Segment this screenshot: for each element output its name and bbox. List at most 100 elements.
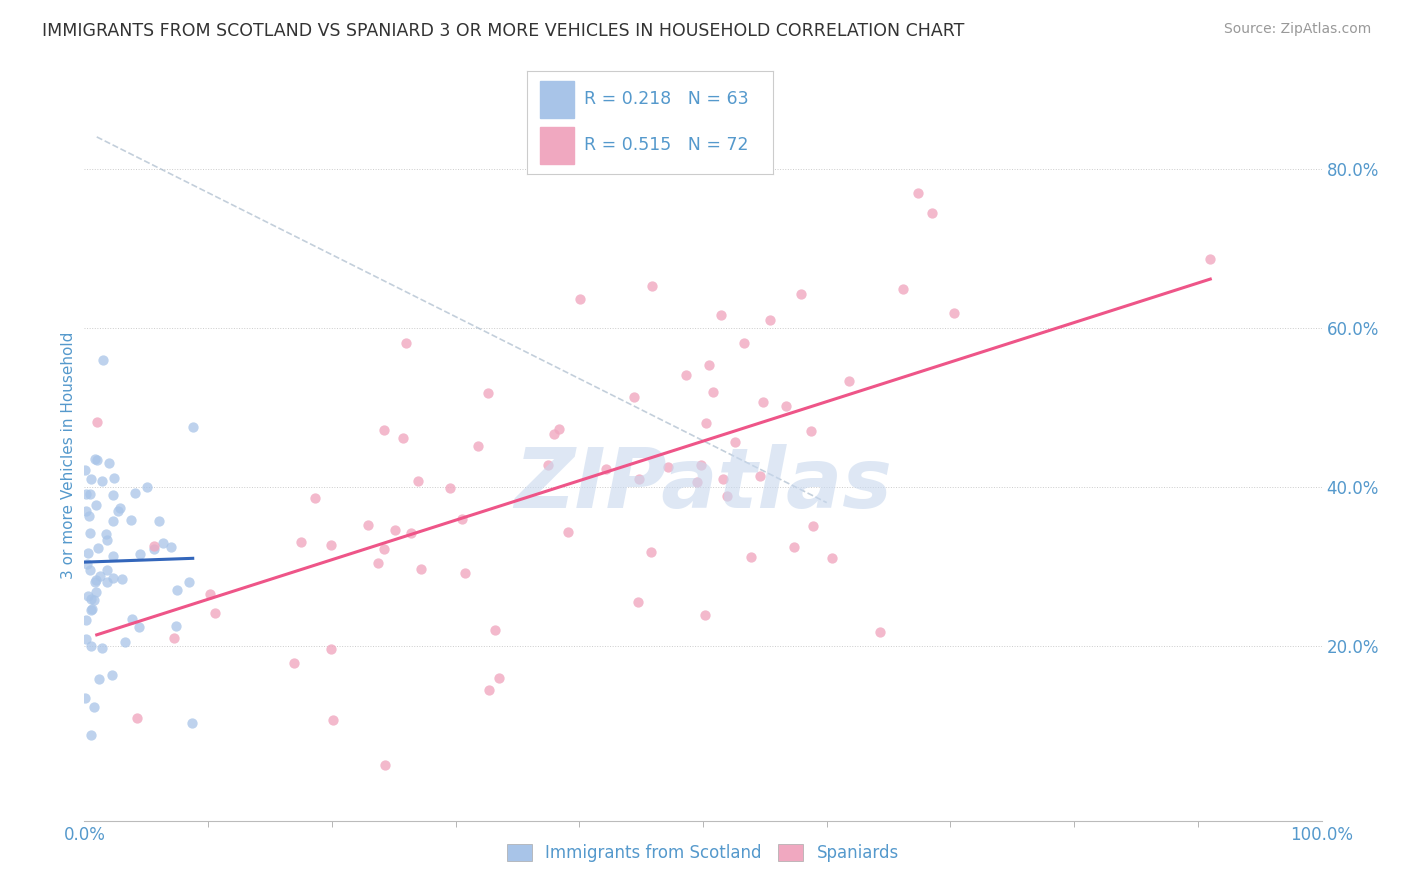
Point xyxy=(943,306,966,320)
Point xyxy=(775,400,797,414)
Point xyxy=(640,544,662,558)
Point xyxy=(111,572,134,586)
Point xyxy=(128,548,150,562)
Point xyxy=(75,632,97,647)
Point xyxy=(401,526,423,541)
Point xyxy=(723,434,745,449)
Point xyxy=(84,585,107,599)
Point xyxy=(204,606,226,620)
Point xyxy=(716,489,738,503)
Point xyxy=(198,587,221,601)
Point xyxy=(623,390,645,404)
Point xyxy=(921,205,943,219)
Point xyxy=(740,550,762,565)
Point xyxy=(114,635,136,649)
Legend: Immigrants from Scotland, Spaniards: Immigrants from Scotland, Spaniards xyxy=(502,839,904,867)
Point xyxy=(160,540,183,554)
Point xyxy=(75,463,97,477)
Point xyxy=(395,336,418,351)
Point xyxy=(89,568,111,582)
Point xyxy=(135,480,157,494)
Point xyxy=(290,535,312,549)
Point xyxy=(84,573,107,587)
Point xyxy=(177,575,200,590)
Point xyxy=(710,308,733,322)
Point xyxy=(124,485,146,500)
Text: IMMIGRANTS FROM SCOTLAND VS SPANIARD 3 OR MORE VEHICLES IN HOUSEHOLD CORRELATION: IMMIGRANTS FROM SCOTLAND VS SPANIARD 3 O… xyxy=(42,22,965,40)
Point xyxy=(77,546,100,560)
Point xyxy=(143,539,166,553)
Point xyxy=(79,472,101,486)
Point xyxy=(477,386,499,401)
Point xyxy=(702,384,724,399)
Point xyxy=(1199,252,1222,266)
Point xyxy=(75,504,97,518)
Text: R = 0.218   N = 63: R = 0.218 N = 63 xyxy=(583,90,748,108)
Point xyxy=(94,527,117,541)
Y-axis label: 3 or more Vehicles in Household: 3 or more Vehicles in Household xyxy=(60,331,76,579)
Point xyxy=(304,491,326,505)
Point xyxy=(283,656,305,670)
Point xyxy=(87,541,110,556)
Point xyxy=(76,558,98,572)
Point xyxy=(373,542,395,557)
Point xyxy=(97,456,120,470)
Bar xyxy=(540,127,574,163)
Point xyxy=(148,514,170,528)
Point xyxy=(641,278,664,293)
Point xyxy=(73,690,96,705)
Point xyxy=(322,713,344,727)
Point xyxy=(80,601,103,615)
Point xyxy=(451,512,474,526)
Point xyxy=(103,488,125,502)
Point xyxy=(820,550,842,565)
Point xyxy=(406,474,429,488)
Point xyxy=(120,513,142,527)
Point xyxy=(84,452,107,467)
Point xyxy=(86,415,108,429)
Point xyxy=(96,563,118,577)
Point xyxy=(83,592,105,607)
Point xyxy=(91,352,114,367)
Point xyxy=(627,472,650,486)
Point xyxy=(101,514,124,528)
Point xyxy=(733,336,755,351)
Point xyxy=(484,623,506,637)
Point xyxy=(321,538,343,552)
Point xyxy=(675,368,697,383)
Point xyxy=(84,498,107,512)
Point xyxy=(695,608,717,623)
Point xyxy=(392,431,415,445)
Point xyxy=(568,293,591,307)
Text: ZIPatlas: ZIPatlas xyxy=(515,443,891,524)
Point xyxy=(803,519,825,533)
Point xyxy=(87,672,110,686)
Point xyxy=(77,508,100,523)
Point xyxy=(488,672,510,686)
Point xyxy=(181,715,204,730)
Point xyxy=(107,503,129,517)
Point xyxy=(90,640,112,655)
Text: R = 0.515   N = 72: R = 0.515 N = 72 xyxy=(583,136,748,154)
Point xyxy=(384,523,406,537)
Point xyxy=(789,286,811,301)
Bar xyxy=(540,80,574,118)
Point xyxy=(782,541,804,555)
Point xyxy=(166,583,188,598)
Point xyxy=(697,358,720,372)
Point xyxy=(83,699,105,714)
Point xyxy=(79,487,101,501)
Point xyxy=(165,618,187,632)
Point xyxy=(162,631,184,645)
Point xyxy=(557,525,579,540)
Point xyxy=(711,472,734,486)
Point xyxy=(86,453,108,467)
Point xyxy=(121,612,143,626)
Point xyxy=(759,313,782,327)
Point xyxy=(686,475,709,489)
Point xyxy=(101,549,124,563)
Point xyxy=(536,458,558,472)
Text: Source: ZipAtlas.com: Source: ZipAtlas.com xyxy=(1223,22,1371,37)
Point xyxy=(79,639,101,653)
Point xyxy=(319,641,342,656)
